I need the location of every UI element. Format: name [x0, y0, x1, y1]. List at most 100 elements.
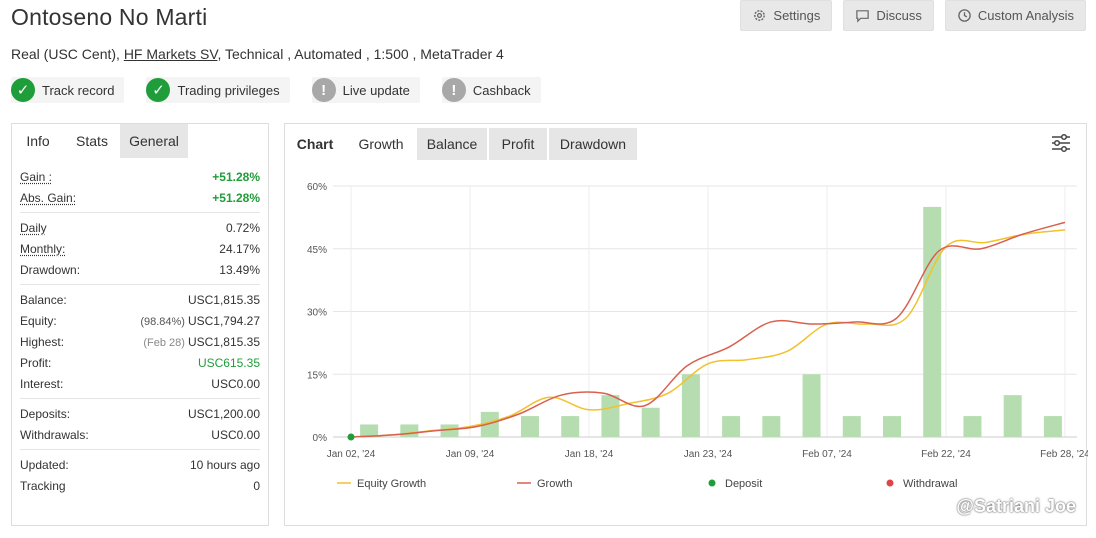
abs-gain-label[interactable]: Abs. Gain:	[20, 190, 77, 205]
top-toolbar: Settings Discuss Custom Analysis	[740, 0, 1086, 31]
tab-chart[interactable]: Chart	[296, 136, 334, 152]
tab-balance[interactable]: Balance	[417, 128, 487, 160]
tab-general[interactable]: General	[120, 124, 188, 158]
track-record-label: Track record	[42, 82, 115, 98]
x-tick-label: Jan 02, '24	[327, 449, 376, 460]
stats-group-rates: Daily 0.72% Monthly: 24.17% Drawdown: 13…	[20, 213, 260, 285]
legend-deposit: Deposit	[725, 478, 762, 490]
tracking-value: 0	[253, 478, 260, 493]
chat-icon	[856, 10, 870, 23]
x-tick-label: Feb 22, '24	[921, 449, 971, 460]
cashback-badge[interactable]: ! Cashback	[441, 77, 541, 103]
tracking-row: Tracking 0	[20, 475, 260, 496]
legend-equity-growth: Equity Growth	[357, 478, 426, 490]
growth-bar	[802, 374, 821, 437]
growth-bar	[360, 424, 379, 437]
highest-row: Highest: (Feb 28) USC1,815.35	[20, 331, 260, 352]
growth-bar	[883, 416, 901, 437]
highest-value-wrap: (Feb 28) USC1,815.35	[143, 335, 260, 349]
withdrawals-value: USC0.00	[211, 427, 260, 442]
stats-panel: Info Stats General Gain : +51.28% Abs. G…	[11, 123, 269, 526]
tab-drawdown[interactable]: Drawdown	[549, 128, 637, 160]
equity-value: USC1,794.27	[187, 313, 260, 328]
settings-button[interactable]: Settings	[740, 0, 833, 31]
growth-bar	[842, 416, 861, 437]
deposits-label: Deposits:	[20, 406, 71, 421]
cashback-label: Cashback	[472, 82, 531, 98]
growth-bar	[480, 411, 499, 437]
growth-bar	[1003, 395, 1022, 437]
daily-label[interactable]: Daily	[20, 220, 47, 235]
profit-value: USC615.35	[197, 355, 260, 370]
balance-value: USC1,815.35	[187, 292, 260, 307]
live-update-badge[interactable]: ! Live update	[311, 77, 420, 103]
stats-group-balance: Balance: USC1,815.35 Equity: (98.84%) USC…	[20, 285, 260, 399]
tab-growth[interactable]: Growth	[358, 136, 404, 152]
growth-bar	[681, 374, 700, 437]
growth-bar	[641, 407, 660, 437]
x-tick-label: Feb 28, '24	[1040, 449, 1088, 460]
interest-row: Interest: USC0.00	[20, 373, 260, 394]
daily-row: Daily 0.72%	[20, 217, 260, 238]
y-tick-label: 30%	[307, 308, 327, 319]
monthly-value: 24.17%	[219, 241, 260, 256]
clock-icon	[958, 9, 971, 22]
daily-value: 0.72%	[225, 220, 260, 235]
drawdown-value: 13.49%	[219, 262, 260, 277]
gain-label[interactable]: Gain :	[20, 169, 53, 184]
exclamation-icon: !	[441, 78, 466, 102]
drawdown-label: Drawdown:	[20, 262, 81, 277]
gain-row: Gain : +51.28%	[20, 166, 260, 187]
check-icon: ✓	[146, 78, 171, 102]
y-tick-label: 60%	[307, 182, 327, 193]
x-tick-label: Feb 07, '24	[802, 449, 852, 460]
filter-settings-icon[interactable]	[1050, 132, 1072, 154]
y-tick-label: 0%	[313, 433, 328, 444]
deposits-row: Deposits: USC1,200.00	[20, 403, 260, 424]
tab-stats[interactable]: Stats	[76, 133, 108, 149]
account-details: , Technical , Automated , 1:500 , MetaTr…	[217, 46, 504, 62]
trading-privileges-badge[interactable]: ✓ Trading privileges	[146, 77, 290, 103]
custom-analysis-button[interactable]: Custom Analysis	[944, 0, 1086, 31]
tab-info[interactable]: Info	[26, 133, 50, 149]
track-record-badge[interactable]: ✓ Track record	[11, 77, 125, 103]
updated-label: Updated:	[20, 457, 69, 472]
growth-bar	[762, 416, 781, 437]
interest-label: Interest:	[20, 376, 64, 391]
withdrawals-label: Withdrawals:	[20, 427, 89, 442]
gain-value: +51.28%	[212, 169, 260, 184]
highest-label: Highest:	[20, 334, 65, 349]
equity-label: Equity:	[20, 313, 57, 328]
chart-panel: Chart Growth Balance Profit Drawdown 0% 1…	[284, 123, 1088, 526]
monthly-row: Monthly: 24.17%	[20, 238, 260, 259]
growth-bar	[722, 416, 741, 437]
growth-bar	[601, 395, 620, 437]
custom-analysis-label: Custom Analysis	[977, 8, 1074, 23]
monthly-label[interactable]: Monthly:	[20, 241, 66, 256]
drawdown-row: Drawdown: 13.49%	[20, 259, 260, 280]
tab-profit[interactable]: Profit	[489, 128, 547, 160]
profit-row: Profit: USC615.35	[20, 352, 260, 373]
updated-row: Updated: 10 hours ago	[20, 454, 260, 475]
growth-line	[350, 221, 1066, 438]
tracking-label: Tracking	[20, 478, 66, 493]
broker-link[interactable]: HF Markets SV	[123, 46, 218, 62]
withdrawals-row: Withdrawals: USC0.00	[20, 424, 260, 445]
deposit-point	[347, 433, 355, 441]
legend-withdrawal-swatch	[886, 479, 894, 487]
settings-label: Settings	[773, 8, 821, 23]
stats-group-gain: Gain : +51.28% Abs. Gain: +51.28%	[20, 162, 260, 213]
legend-withdrawal: Withdrawal	[903, 478, 957, 490]
x-tick-label: Jan 18, '24	[565, 449, 614, 460]
y-tick-label: 45%	[307, 245, 327, 256]
stats-tabs: Info Stats General	[12, 124, 268, 158]
discuss-button[interactable]: Discuss	[843, 0, 934, 31]
abs-gain-value: +51.28%	[212, 190, 260, 205]
stats-list: Gain : +51.28% Abs. Gain: +51.28% Daily …	[12, 158, 268, 500]
growth-bar	[561, 416, 580, 437]
page-title: Ontoseno No Marti	[11, 4, 208, 30]
deposits-value: USC1,200.00	[187, 406, 260, 421]
account-type: Real (USC Cent),	[11, 46, 120, 62]
gear-icon	[754, 10, 766, 21]
trading-privileges-label: Trading privileges	[177, 82, 280, 98]
